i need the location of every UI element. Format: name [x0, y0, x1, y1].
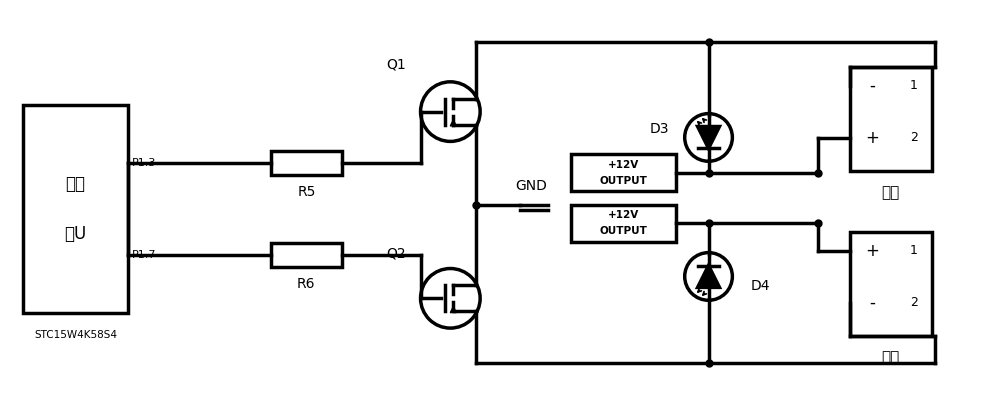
Bar — [850, 232, 932, 336]
Text: 磁阀: 磁阀 — [882, 350, 900, 365]
Bar — [571, 205, 676, 242]
Polygon shape — [698, 266, 719, 287]
Bar — [850, 67, 932, 171]
Text: R6: R6 — [297, 277, 316, 290]
Bar — [271, 151, 342, 175]
Text: Q2: Q2 — [386, 247, 406, 261]
Text: Q1: Q1 — [386, 58, 406, 72]
Text: -: - — [870, 77, 876, 95]
Text: 气泵: 气泵 — [882, 186, 900, 201]
Text: 机U: 机U — [64, 225, 87, 243]
Text: GND: GND — [515, 179, 547, 193]
Text: P1.7: P1.7 — [132, 250, 156, 260]
Bar — [271, 243, 342, 267]
Text: +12V: +12V — [608, 210, 639, 220]
Text: -: - — [870, 294, 876, 312]
Text: +: + — [866, 241, 880, 259]
Text: P1.3: P1.3 — [132, 158, 156, 168]
Text: OUTPUT: OUTPUT — [600, 176, 648, 186]
Text: 1: 1 — [910, 79, 918, 92]
Text: D3: D3 — [649, 122, 669, 136]
Text: OUTPUT: OUTPUT — [600, 226, 648, 237]
Text: 单片: 单片 — [65, 175, 85, 193]
Text: +: + — [866, 129, 880, 147]
Text: 1: 1 — [910, 244, 918, 257]
Bar — [23, 105, 128, 313]
Text: D4: D4 — [750, 279, 770, 293]
Text: 2: 2 — [910, 131, 918, 144]
Text: R5: R5 — [297, 185, 316, 199]
Text: +12V: +12V — [608, 160, 639, 170]
Bar — [571, 154, 676, 191]
Polygon shape — [698, 126, 719, 148]
Text: STC15W4K58S4: STC15W4K58S4 — [34, 330, 117, 340]
Text: 2: 2 — [910, 296, 918, 309]
